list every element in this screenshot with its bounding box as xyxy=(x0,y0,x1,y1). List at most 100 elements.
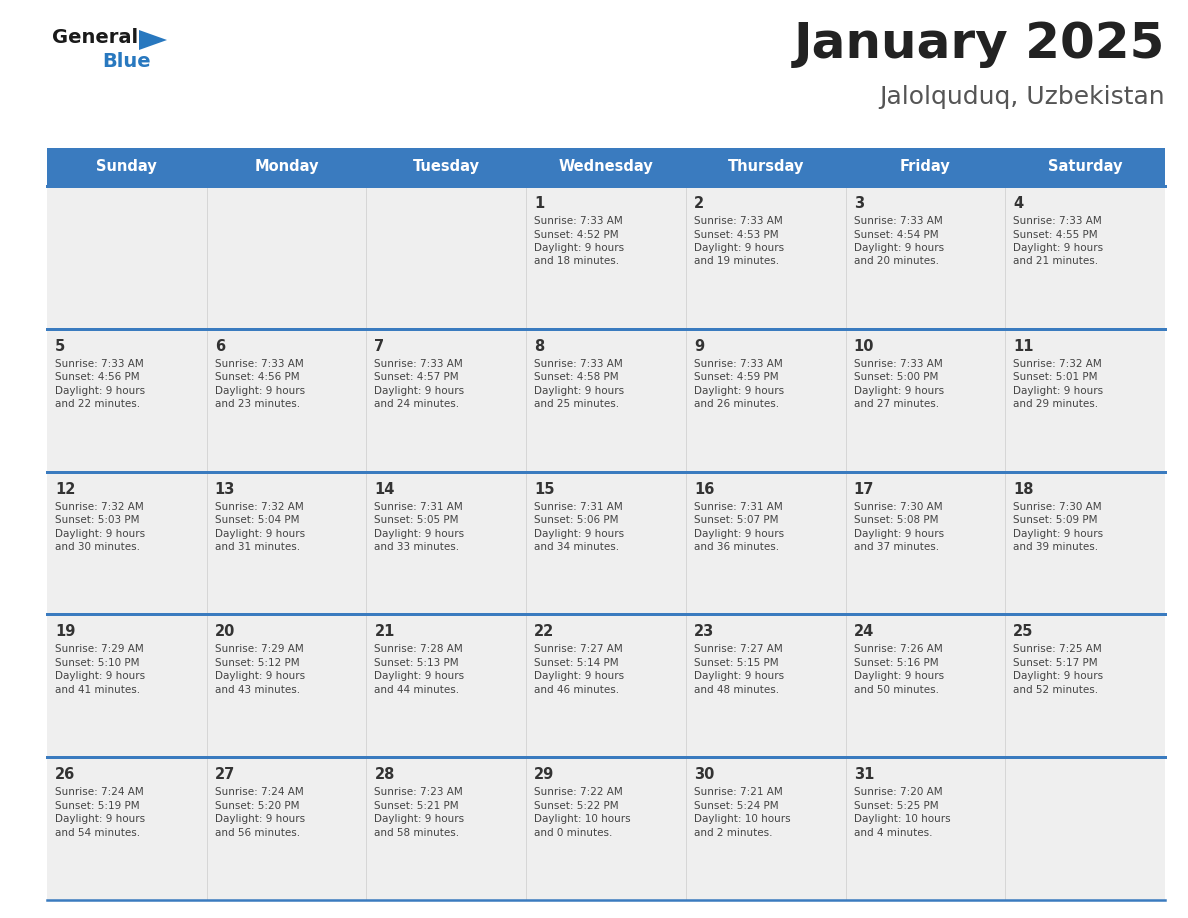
Text: Sunset: 4:52 PM: Sunset: 4:52 PM xyxy=(535,230,619,240)
Text: Sunrise: 7:21 AM: Sunrise: 7:21 AM xyxy=(694,788,783,797)
Text: Daylight: 9 hours: Daylight: 9 hours xyxy=(1013,243,1104,253)
Bar xyxy=(685,472,846,614)
Text: Sunset: 4:55 PM: Sunset: 4:55 PM xyxy=(1013,230,1098,240)
Text: Tuesday: Tuesday xyxy=(412,160,480,174)
Text: Sunrise: 7:27 AM: Sunrise: 7:27 AM xyxy=(535,644,623,655)
Text: 2: 2 xyxy=(694,196,704,211)
Text: and 50 minutes.: and 50 minutes. xyxy=(853,685,939,695)
Text: Sunset: 5:00 PM: Sunset: 5:00 PM xyxy=(853,373,939,382)
Text: Daylight: 10 hours: Daylight: 10 hours xyxy=(853,814,950,824)
Text: and 22 minutes.: and 22 minutes. xyxy=(55,399,140,409)
Text: Sunrise: 7:32 AM: Sunrise: 7:32 AM xyxy=(1013,359,1102,369)
Text: Saturday: Saturday xyxy=(1048,160,1123,174)
Text: Sunset: 4:53 PM: Sunset: 4:53 PM xyxy=(694,230,778,240)
Text: 9: 9 xyxy=(694,339,704,353)
Text: Sunrise: 7:32 AM: Sunrise: 7:32 AM xyxy=(215,501,303,511)
Text: Sunrise: 7:33 AM: Sunrise: 7:33 AM xyxy=(694,216,783,226)
Text: Sunrise: 7:22 AM: Sunrise: 7:22 AM xyxy=(535,788,623,797)
Bar xyxy=(685,186,846,329)
Text: 28: 28 xyxy=(374,767,394,782)
Text: Daylight: 9 hours: Daylight: 9 hours xyxy=(694,243,784,253)
Text: Sunrise: 7:31 AM: Sunrise: 7:31 AM xyxy=(535,501,623,511)
Text: Daylight: 9 hours: Daylight: 9 hours xyxy=(1013,671,1104,681)
Text: and 44 minutes.: and 44 minutes. xyxy=(374,685,460,695)
Polygon shape xyxy=(139,30,168,50)
Text: Sunset: 5:21 PM: Sunset: 5:21 PM xyxy=(374,800,459,811)
Text: 6: 6 xyxy=(215,339,225,353)
Bar xyxy=(1005,472,1165,614)
Text: Thursday: Thursday xyxy=(727,160,804,174)
Text: Sunrise: 7:33 AM: Sunrise: 7:33 AM xyxy=(374,359,463,369)
Text: Sunset: 5:13 PM: Sunset: 5:13 PM xyxy=(374,658,459,668)
Text: 25: 25 xyxy=(1013,624,1034,640)
Text: Daylight: 9 hours: Daylight: 9 hours xyxy=(215,529,305,539)
Text: Sunrise: 7:31 AM: Sunrise: 7:31 AM xyxy=(374,501,463,511)
Text: Friday: Friday xyxy=(901,160,950,174)
Text: and 21 minutes.: and 21 minutes. xyxy=(1013,256,1099,266)
Text: Sunrise: 7:33 AM: Sunrise: 7:33 AM xyxy=(55,359,144,369)
Text: 29: 29 xyxy=(535,767,555,782)
Text: Sunrise: 7:28 AM: Sunrise: 7:28 AM xyxy=(374,644,463,655)
Text: and 19 minutes.: and 19 minutes. xyxy=(694,256,779,266)
Text: 3: 3 xyxy=(853,196,864,211)
Bar xyxy=(207,614,366,757)
Bar xyxy=(526,614,685,757)
Text: and 34 minutes.: and 34 minutes. xyxy=(535,543,619,552)
Text: Sunset: 5:14 PM: Sunset: 5:14 PM xyxy=(535,658,619,668)
Text: Sunset: 5:19 PM: Sunset: 5:19 PM xyxy=(55,800,140,811)
Text: Sunset: 5:10 PM: Sunset: 5:10 PM xyxy=(55,658,139,668)
Text: and 58 minutes.: and 58 minutes. xyxy=(374,828,460,838)
Text: 31: 31 xyxy=(853,767,874,782)
Text: Sunset: 5:04 PM: Sunset: 5:04 PM xyxy=(215,515,299,525)
Text: Sunrise: 7:24 AM: Sunrise: 7:24 AM xyxy=(215,788,303,797)
Text: Daylight: 10 hours: Daylight: 10 hours xyxy=(535,814,631,824)
Text: Daylight: 9 hours: Daylight: 9 hours xyxy=(215,671,305,681)
Text: and 54 minutes.: and 54 minutes. xyxy=(55,828,140,838)
Bar xyxy=(207,757,366,900)
Text: 20: 20 xyxy=(215,624,235,640)
Bar xyxy=(1005,757,1165,900)
Text: Sunset: 5:01 PM: Sunset: 5:01 PM xyxy=(1013,373,1098,382)
Text: Sunset: 5:17 PM: Sunset: 5:17 PM xyxy=(1013,658,1098,668)
Text: 13: 13 xyxy=(215,482,235,497)
Text: 21: 21 xyxy=(374,624,394,640)
Bar xyxy=(526,186,685,329)
Text: Sunrise: 7:26 AM: Sunrise: 7:26 AM xyxy=(853,644,942,655)
Bar xyxy=(366,614,526,757)
Text: Daylight: 9 hours: Daylight: 9 hours xyxy=(55,671,145,681)
Bar xyxy=(526,472,685,614)
Text: Sunrise: 7:24 AM: Sunrise: 7:24 AM xyxy=(55,788,144,797)
Text: Sunset: 4:56 PM: Sunset: 4:56 PM xyxy=(215,373,299,382)
Text: and 41 minutes.: and 41 minutes. xyxy=(55,685,140,695)
Text: Daylight: 9 hours: Daylight: 9 hours xyxy=(215,386,305,396)
Bar xyxy=(685,757,846,900)
Text: Daylight: 9 hours: Daylight: 9 hours xyxy=(374,814,465,824)
Text: and 37 minutes.: and 37 minutes. xyxy=(853,543,939,552)
Text: 24: 24 xyxy=(853,624,874,640)
Text: Daylight: 9 hours: Daylight: 9 hours xyxy=(853,243,943,253)
Text: 14: 14 xyxy=(374,482,394,497)
Text: and 56 minutes.: and 56 minutes. xyxy=(215,828,299,838)
Text: and 23 minutes.: and 23 minutes. xyxy=(215,399,299,409)
Text: Sunrise: 7:30 AM: Sunrise: 7:30 AM xyxy=(1013,501,1102,511)
Text: 16: 16 xyxy=(694,482,714,497)
Text: Sunrise: 7:33 AM: Sunrise: 7:33 AM xyxy=(853,216,942,226)
Text: and 46 minutes.: and 46 minutes. xyxy=(535,685,619,695)
Bar xyxy=(207,186,366,329)
Bar xyxy=(846,757,1005,900)
Text: Sunrise: 7:29 AM: Sunrise: 7:29 AM xyxy=(55,644,144,655)
Text: Sunset: 4:57 PM: Sunset: 4:57 PM xyxy=(374,373,459,382)
Text: Sunrise: 7:33 AM: Sunrise: 7:33 AM xyxy=(853,359,942,369)
Text: Sunday: Sunday xyxy=(96,160,157,174)
Text: Daylight: 9 hours: Daylight: 9 hours xyxy=(535,243,624,253)
Text: 11: 11 xyxy=(1013,339,1034,353)
Bar xyxy=(526,329,685,472)
Text: Sunrise: 7:33 AM: Sunrise: 7:33 AM xyxy=(215,359,303,369)
Bar xyxy=(366,186,526,329)
Text: 23: 23 xyxy=(694,624,714,640)
Text: Daylight: 9 hours: Daylight: 9 hours xyxy=(215,814,305,824)
Text: and 4 minutes.: and 4 minutes. xyxy=(853,828,933,838)
Text: 27: 27 xyxy=(215,767,235,782)
Bar xyxy=(366,329,526,472)
Text: Jalolquduq, Uzbekistan: Jalolquduq, Uzbekistan xyxy=(879,85,1165,109)
